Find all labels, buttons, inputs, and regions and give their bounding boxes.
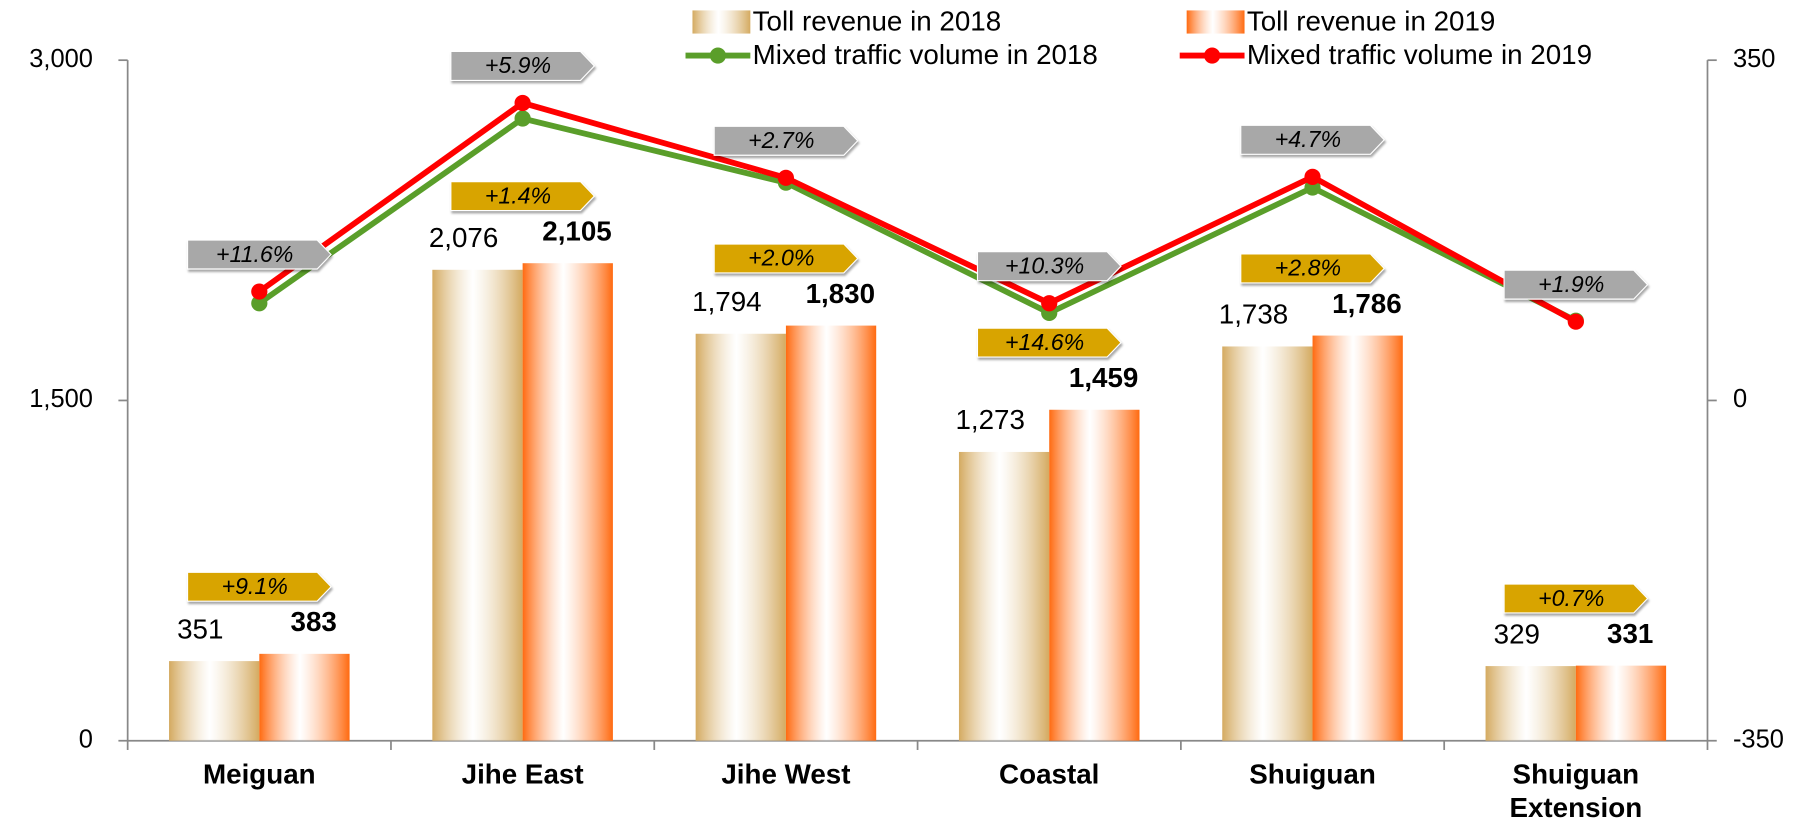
legend-swatch — [1186, 10, 1245, 34]
revenue-growth-tag — [713, 243, 859, 274]
x-tick-label: Coastal — [999, 759, 1100, 791]
bar — [1222, 346, 1313, 741]
bar-value-label: 351 — [177, 613, 223, 644]
traffic-growth-label: +2.7% — [748, 127, 814, 153]
bar — [432, 269, 523, 741]
legend-label: Mixed traffic volume in 2019 — [1247, 39, 1592, 70]
bar-value-label: 1,794 — [692, 286, 761, 317]
revenue-growth-label: +2.8% — [1275, 255, 1341, 281]
traffic-growth-tag — [1503, 269, 1649, 300]
line-point — [514, 94, 531, 112]
legend-label: Toll revenue in 2018 — [753, 5, 1002, 36]
revenue-growth-tag — [976, 327, 1122, 358]
line-point — [514, 110, 531, 127]
traffic-growth-tag — [186, 239, 332, 270]
revenue-growth-tag — [1503, 583, 1649, 614]
legend-swatch — [692, 10, 751, 34]
bar-value-label: 2,076 — [429, 222, 498, 253]
bar-value-label: 331 — [1607, 618, 1653, 649]
bar — [695, 333, 786, 741]
x-tick-label: Meiguan — [202, 759, 316, 791]
bar-value-label: 1,273 — [955, 404, 1024, 435]
bar-value-label: 1,459 — [1069, 362, 1138, 393]
traffic-growth-label: +1.9% — [1538, 271, 1604, 297]
y-tick-label: 3,000 — [29, 45, 93, 73]
bar — [1575, 665, 1667, 741]
line — [257, 99, 1578, 325]
bar — [169, 661, 260, 741]
revenue-growth-tag — [186, 571, 332, 602]
bar-value-label: 329 — [1494, 618, 1540, 649]
traffic-growth-tag — [450, 50, 596, 81]
y2-tick-label: 0 — [1733, 385, 1747, 413]
traffic-growth-label: +11.6% — [216, 241, 293, 267]
bar — [1312, 335, 1403, 741]
traffic-growth-tag — [1240, 124, 1386, 155]
bar — [1049, 409, 1140, 741]
revenue-growth-label: +14.6% — [1005, 329, 1084, 355]
legend-label: Mixed traffic volume in 2018 — [753, 39, 1098, 70]
revenue-growth-tag — [450, 181, 596, 212]
line-point — [1304, 168, 1321, 185]
x-tick-label: Jihe East — [461, 759, 584, 791]
bar-value-label: 1,830 — [806, 278, 875, 309]
legend-swatch — [709, 47, 727, 64]
x-tick-label: Jihe West — [721, 759, 851, 791]
line-point — [777, 169, 795, 186]
traffic-growth-tag — [713, 125, 859, 156]
bar-value-label: 1,786 — [1332, 288, 1401, 319]
revenue-growth-label: +1.4% — [485, 182, 551, 208]
y2-tick-label: 350 — [1733, 45, 1775, 73]
revenue-growth-label: +9.1% — [222, 573, 288, 599]
bar — [1485, 666, 1576, 741]
line-point — [1041, 295, 1058, 312]
traffic-growth-label: +4.7% — [1275, 126, 1341, 152]
bar — [259, 653, 350, 741]
y2-tick-label: -350 — [1733, 725, 1784, 753]
line — [257, 115, 1578, 324]
revenue-growth-label: +2.0% — [748, 245, 814, 271]
line-point — [251, 295, 268, 312]
traffic-growth-label: +10.3% — [1005, 252, 1084, 278]
x-tick-label: Shuiguan — [1249, 759, 1376, 791]
bar — [958, 451, 1050, 741]
bar — [522, 263, 613, 741]
traffic-growth-label: +5.9% — [485, 52, 551, 78]
traffic-growth-tag — [976, 251, 1122, 282]
bar-value-label: 1,738 — [1219, 299, 1288, 330]
bar-value-label: 2,105 — [542, 215, 611, 246]
line-point — [251, 283, 268, 300]
y-tick-label: 0 — [79, 725, 93, 753]
bar — [785, 325, 877, 741]
legend-swatch — [1204, 47, 1221, 64]
bar-value-label: 383 — [291, 606, 337, 637]
y-tick-label: 1,500 — [29, 385, 93, 413]
x-tick-label: Shuiguan Extension — [1509, 759, 1643, 825]
revenue-growth-tag — [1240, 253, 1386, 284]
legend-label: Toll revenue in 2019 — [1247, 5, 1496, 36]
line-point — [1567, 313, 1584, 330]
revenue-growth-label: +0.7% — [1538, 585, 1604, 611]
